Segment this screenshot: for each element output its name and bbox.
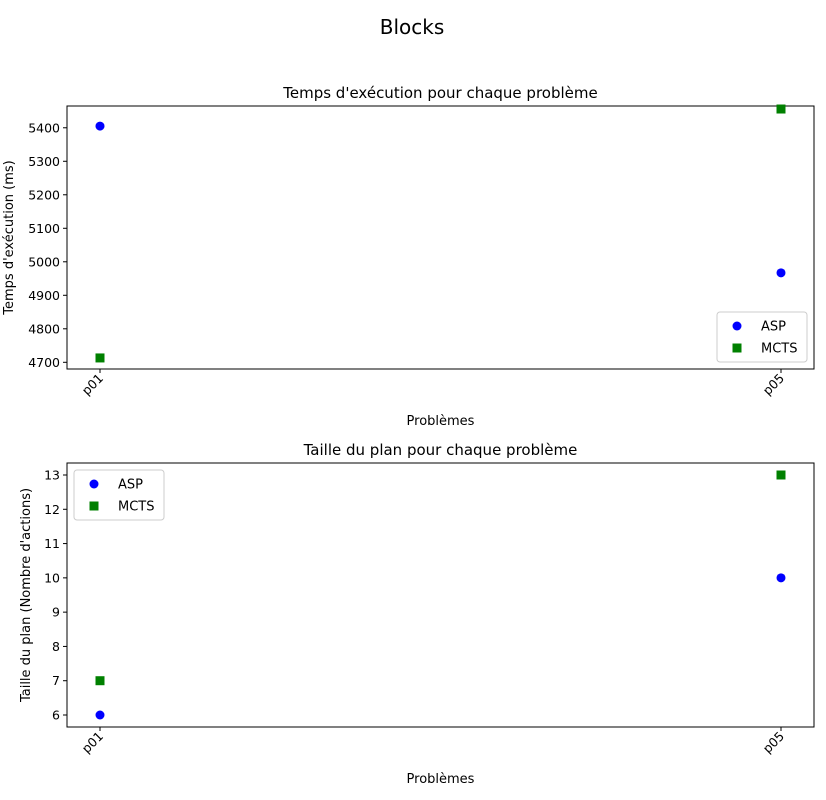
- plan-size-y-tick-label: 9: [52, 605, 60, 620]
- plan-size-chart: Taille du plan pour chaque problème 6 7 8 9 1…: [19, 441, 815, 787]
- time-y-tick-label: 4900: [28, 288, 60, 303]
- time-asp-point: [776, 268, 786, 278]
- plan-size-y-tick-label: 7: [52, 673, 60, 688]
- plan-size-mcts-point: [95, 676, 105, 686]
- plan-size-x-axis-label: Problèmes: [407, 772, 475, 787]
- time-y-tick-label: 4700: [28, 355, 60, 370]
- plan-size-mcts-point: [776, 470, 786, 480]
- plan-size-legend: ASP MCTS: [73, 469, 165, 521]
- plan-size-legend-asp-label: ASP: [118, 478, 143, 493]
- time-y-tick-label: 5000: [28, 254, 60, 269]
- time-x-tick-label: p01: [79, 371, 106, 398]
- plan-size-x-tick-label: p05: [760, 729, 787, 756]
- time-x-axis-label: Problèmes: [407, 414, 475, 429]
- plan-size-legend-asp-marker: [89, 479, 99, 489]
- time-legend-mcts-marker: [732, 343, 742, 353]
- plan-size-y-tick-label: 6: [52, 708, 60, 723]
- plan-size-y-tick-label: 11: [44, 536, 60, 551]
- time-y-tick-label: 5400: [28, 120, 60, 135]
- plan-size-y-tick-label: 13: [44, 468, 60, 483]
- time-legend-asp-marker: [732, 321, 742, 331]
- plan-size-y-tick-label: 8: [52, 639, 60, 654]
- plan-size-x-tick-label: p01: [79, 729, 106, 756]
- time-y-axis-label: Temps d'exécution (ms): [2, 160, 17, 315]
- plan-size-asp-point: [95, 710, 105, 720]
- time-plot-area: [66, 105, 815, 370]
- time-mcts-point: [776, 104, 786, 114]
- plan-size-y-tick-label: 12: [44, 502, 60, 517]
- time-y-tick-label: 5100: [28, 221, 60, 236]
- time-y-tick-label: 5300: [28, 154, 60, 169]
- figure-title: Blocks: [380, 15, 445, 39]
- plan-size-legend-mcts-label: MCTS: [118, 500, 155, 515]
- time-legend-mcts-label: MCTS: [761, 342, 798, 357]
- time-mcts-point: [95, 353, 105, 363]
- plan-size-y-axis-label: Taille du plan (Nombre d'actions): [19, 488, 34, 703]
- time-chart-title: Temps d'exécution pour chaque problème: [282, 84, 597, 102]
- time-x-tick-label: p05: [760, 371, 787, 398]
- plan-size-legend-mcts-marker: [89, 501, 99, 511]
- time-y-tick-label: 4800: [28, 321, 60, 336]
- plan-size-plot-area: [66, 462, 815, 728]
- time-legend: ASP MCTS: [716, 311, 808, 363]
- plan-size-y-tick-label: 10: [44, 570, 60, 585]
- time-y-tick-label: 5200: [28, 187, 60, 202]
- time-chart: Temps d'exécution pour chaque problème 47…: [2, 84, 815, 429]
- plan-size-asp-point: [776, 573, 786, 583]
- time-asp-point: [95, 121, 105, 131]
- plan-size-chart-title: Taille du plan pour chaque problème: [303, 441, 578, 459]
- time-legend-asp-label: ASP: [761, 320, 786, 335]
